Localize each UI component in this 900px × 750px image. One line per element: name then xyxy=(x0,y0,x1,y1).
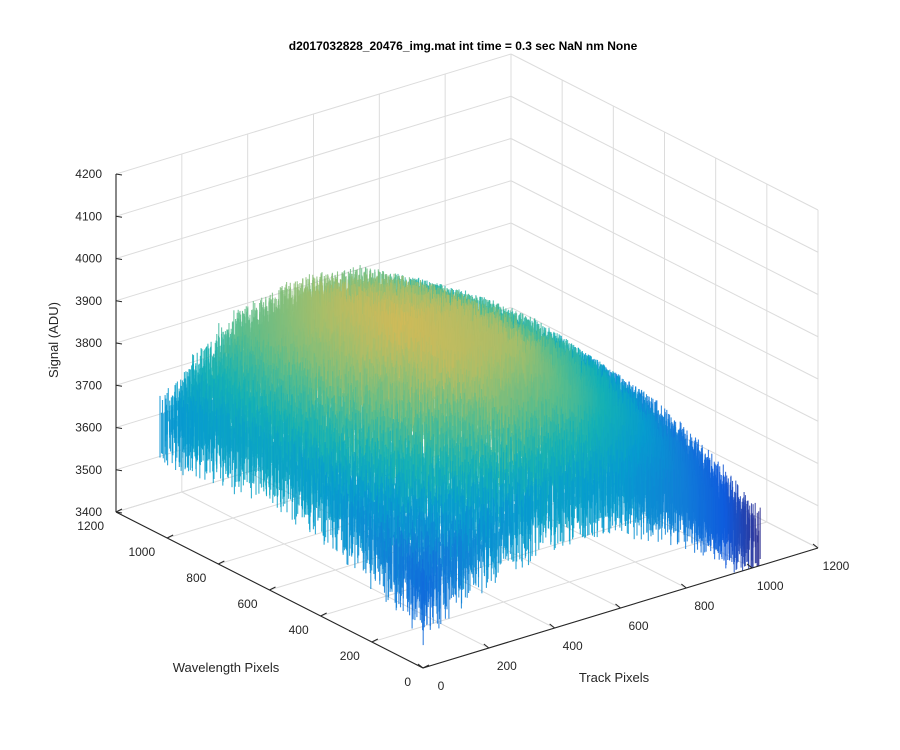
side-wall-gridline xyxy=(510,222,819,380)
side-wall-gridline xyxy=(510,138,819,295)
back-wall-gridline xyxy=(115,138,512,259)
surface-layer xyxy=(159,265,761,646)
back-wall-gridline xyxy=(115,180,512,302)
back-wall-gridline xyxy=(115,53,512,175)
side-wall-gridline xyxy=(510,53,819,211)
back-wall-gridline xyxy=(115,95,512,217)
side-wall-gridline xyxy=(510,264,819,422)
side-wall-gridline xyxy=(510,95,819,253)
side-wall-gridline xyxy=(510,307,819,464)
side-wall-gridline xyxy=(510,180,819,338)
